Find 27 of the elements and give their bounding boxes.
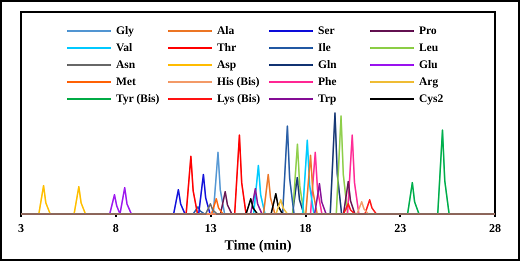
x-tick-label: 18 <box>299 221 312 235</box>
x-tick-label: 8 <box>112 221 119 235</box>
legend-label: Ser <box>318 25 335 37</box>
legend-label: Arg <box>419 76 438 88</box>
legend-label: Pro <box>419 25 437 37</box>
x-axis-title: Time (min) <box>224 238 292 254</box>
legend-label: Trp <box>318 93 336 105</box>
legend-label: Phe <box>318 76 337 88</box>
x-tick-label: 23 <box>394 221 406 235</box>
legend-label: Tyr (Bis) <box>116 93 160 105</box>
x-tick-label: 28 <box>489 221 501 235</box>
legend-label: Ala <box>217 25 234 37</box>
legend-label: Gly <box>116 25 134 37</box>
legend-label: Cys2 <box>419 93 444 105</box>
legend-label: Asp <box>217 59 236 71</box>
legend-label: His (Bis) <box>217 76 260 88</box>
legend-label: Gln <box>318 59 338 71</box>
legend-label: Asn <box>116 59 136 71</box>
legend-label: Lys (Bis) <box>217 93 260 105</box>
x-tick-label: 3 <box>18 221 24 235</box>
legend-label: Glu <box>419 59 438 71</box>
legend-label: Leu <box>419 42 439 54</box>
x-tick-label: 13 <box>204 221 217 235</box>
legend-label: Val <box>116 42 132 54</box>
legend-label: Thr <box>217 42 236 54</box>
legend-label: Ile <box>318 42 331 54</box>
legend-label: Met <box>116 76 136 88</box>
